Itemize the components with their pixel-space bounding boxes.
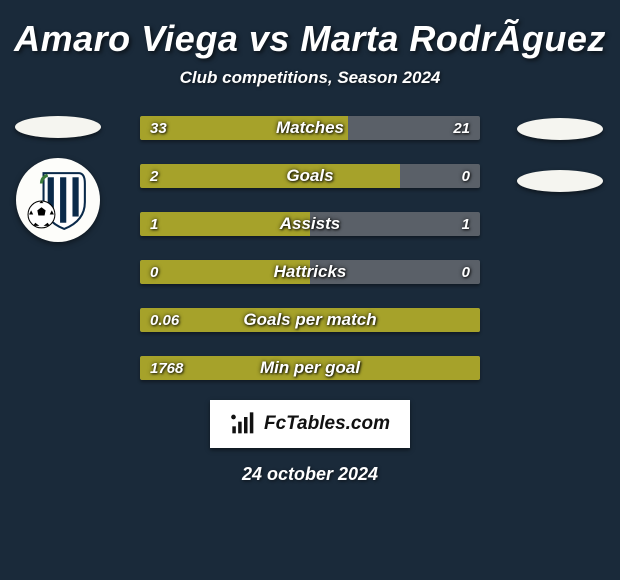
stat-bar-fill (140, 164, 400, 188)
comparison-content: 33Matches21 2Goals0 1Assists1 0Hattricks0 0.… (0, 116, 620, 380)
stat-value-right: 21 (443, 116, 480, 140)
page-title: Amaro Viega vs Marta RodrÃ­guez (0, 0, 620, 68)
stat-value-left: 0.06 (140, 308, 189, 332)
club-logo-left (16, 158, 100, 242)
stat-value-left: 1 (140, 212, 168, 236)
right-player-badges (510, 116, 610, 192)
stat-value-right (460, 308, 480, 332)
stat-value-left: 33 (140, 116, 177, 140)
stat-value-right: 0 (452, 164, 480, 188)
stat-bar: 0.06Goals per match (140, 308, 480, 332)
player-ellipse (517, 118, 603, 140)
chart-icon (230, 410, 258, 438)
stat-bar: 0Hattricks0 (140, 260, 480, 284)
player-ellipse (517, 170, 603, 192)
stat-bars: 33Matches21 2Goals0 1Assists1 0Hattricks0 0.… (140, 116, 480, 380)
fctables-branding: FcTables.com (210, 400, 410, 448)
stat-bar-fill (140, 308, 480, 332)
shield-icon (27, 169, 89, 231)
stat-bar: 33Matches21 (140, 116, 480, 140)
stat-value-right: 1 (452, 212, 480, 236)
branding-text: FcTables.com (264, 413, 390, 435)
subtitle: Club competitions, Season 2024 (0, 68, 620, 88)
stat-value-left: 1768 (140, 356, 193, 380)
left-player-badges (8, 116, 108, 242)
footer-date: 24 october 2024 (0, 464, 620, 485)
stat-value-right (460, 356, 480, 380)
stat-value-right: 0 (452, 260, 480, 284)
stat-bar: 1768Min per goal (140, 356, 480, 380)
stat-bar: 2Goals0 (140, 164, 480, 188)
player-ellipse (15, 116, 101, 138)
stat-bar: 1Assists1 (140, 212, 480, 236)
stat-value-left: 2 (140, 164, 168, 188)
stat-value-left: 0 (140, 260, 168, 284)
